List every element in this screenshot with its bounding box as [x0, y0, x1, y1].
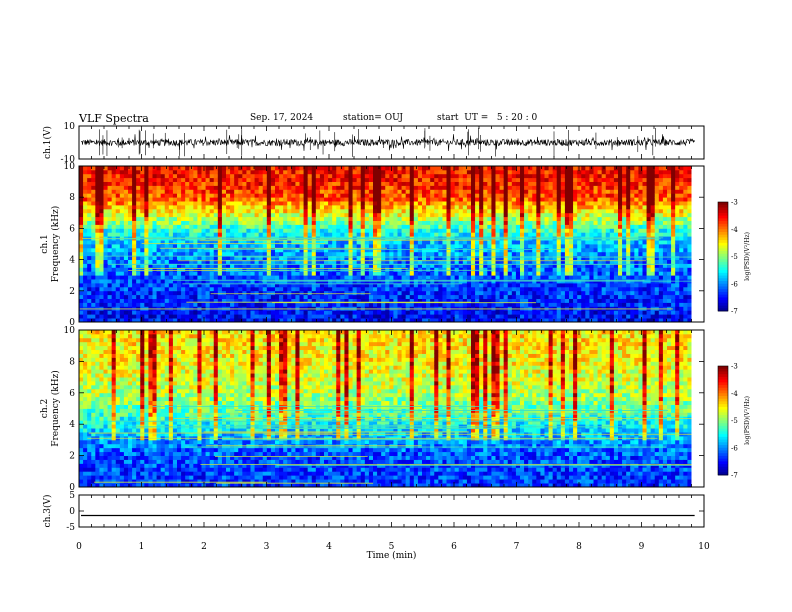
ch1-ylabel: ch.1(V) — [42, 126, 53, 159]
colorbar-tick-label: -6 — [731, 280, 738, 288]
colorbar-frame — [717, 201, 729, 312]
colorbar-label: log(PSD)(V²/Hz) — [744, 396, 751, 445]
x-tick-label: 6 — [451, 542, 457, 552]
x-tick-label: 3 — [264, 542, 270, 552]
y-tick-label: 4 — [69, 420, 75, 430]
ch2-spectrogram-ylabel: Frequency (kHz) — [50, 370, 61, 447]
ch1-spectrogram-cells — [79, 166, 692, 323]
y-tick-label: 2 — [69, 287, 75, 297]
ch1-spectrogram-colorbar: -3 -4 -5 -6 -7 log(PSD)(V²/Hz) — [717, 199, 751, 316]
y-tick-label: 2 — [69, 452, 75, 462]
ch3-ylabel: ch.3(V) — [42, 495, 53, 528]
ch2-spectrogram-colorbar: -3 -4 -5 -6 -7 log(PSD)(V²/Hz) — [717, 363, 751, 480]
ch2-spectrogram-cells — [79, 330, 692, 488]
y-tick-label: 10 — [64, 326, 76, 336]
plot-title: VLF Spectra — [79, 112, 149, 125]
ch1-trace — [80, 134, 695, 152]
y-tick-label: 5 — [69, 491, 75, 501]
x-axis-label: Time (min) — [367, 550, 417, 561]
colorbar-label: log(PSD)(V²/Hz) — [744, 232, 751, 281]
x-tick-label: 2 — [201, 542, 207, 552]
y-tick-label: 0 — [69, 483, 75, 493]
colorbar-tick-label: -6 — [731, 444, 738, 452]
y-tick-label: -10 — [61, 155, 76, 165]
ch1-spectrogram-channel-label: ch.1 — [40, 234, 50, 253]
x-tick-label: 9 — [639, 542, 645, 552]
y-tick-label: 6 — [69, 389, 75, 399]
start-time-label: start UT = 5 : 20 : 0 — [437, 113, 538, 123]
x-tick-label: 5 — [389, 542, 395, 552]
x-tick-label: 0 — [76, 542, 82, 552]
y-tick-label: 0 — [69, 318, 75, 328]
y-tick-label: 6 — [69, 224, 75, 234]
ch1-waveform-axes: 10 -10 — [61, 122, 705, 165]
ch1-spectrogram-nodata — [691, 166, 704, 322]
colorbar-tick-label: -4 — [731, 390, 738, 398]
ch2-spectrogram-nodata — [691, 330, 704, 487]
colorbar-tick-label: -3 — [731, 199, 738, 207]
colorbar-frame — [717, 365, 729, 476]
date-label: Sep. 17, 2024 — [250, 113, 314, 123]
ch2-spectrogram-channel-label: ch.2 — [40, 399, 50, 418]
colorbar-tick-label: -7 — [731, 308, 738, 316]
ch1-spectrogram-axes: 0 2 4 6 8 10 — [64, 162, 705, 328]
colorbar-tick-label: -7 — [731, 472, 738, 480]
colorbar-tick-label: -5 — [731, 253, 738, 261]
y-tick-label: 8 — [69, 193, 75, 203]
ch1-spectrogram-ylabel: Frequency (kHz) — [50, 206, 61, 283]
y-tick-label: -5 — [66, 523, 75, 533]
y-tick-label: 10 — [64, 162, 76, 172]
ch2-spectrogram-axes: 0 2 4 6 8 10 — [64, 326, 705, 493]
y-tick-label: 4 — [69, 256, 75, 266]
y-tick-label: 10 — [64, 122, 76, 132]
station-label: station= OUJ — [343, 113, 404, 123]
x-tick-label: 1 — [139, 542, 145, 552]
colorbar-tick-label: -5 — [731, 417, 738, 425]
y-tick-label: 8 — [69, 357, 75, 367]
colorbar-tick-label: -3 — [731, 363, 738, 371]
x-tick-label: 10 — [698, 542, 710, 552]
colorbar-tick-label: -4 — [731, 226, 738, 234]
x-tick-label: 4 — [326, 542, 332, 552]
y-tick-label: 0 — [69, 507, 75, 517]
ch3-waveform-axes: 5 0 -5 — [66, 491, 705, 533]
x-tick-label: 7 — [514, 542, 520, 552]
x-tick-label: 8 — [576, 542, 582, 552]
